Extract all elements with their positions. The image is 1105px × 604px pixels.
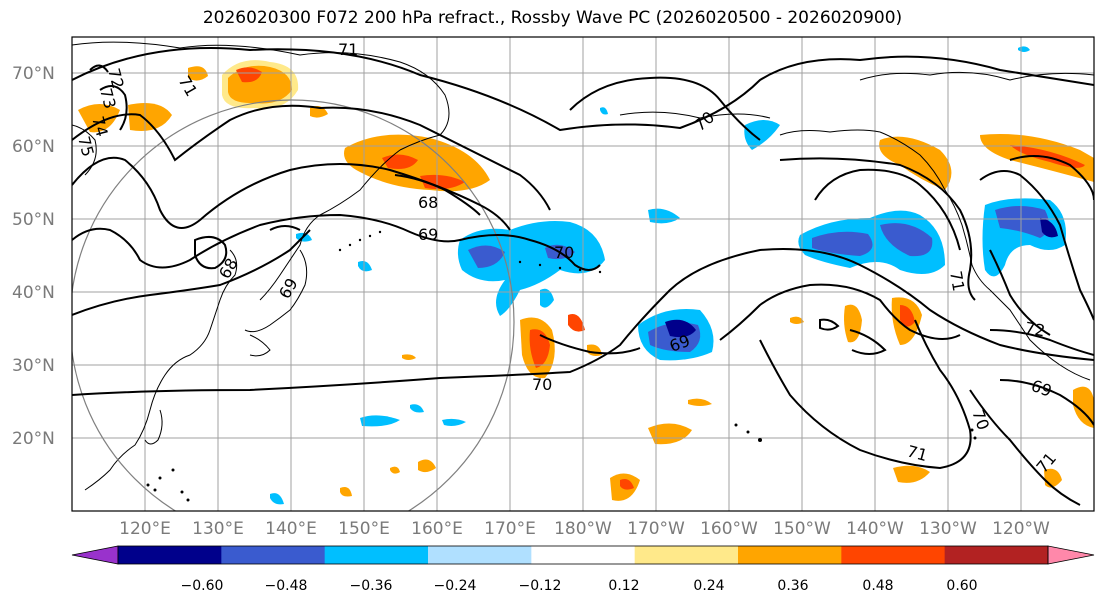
- colorbar-tick-label: 0.36: [777, 578, 808, 594]
- lat-label: 60°N: [12, 137, 55, 157]
- colorbar-tick-label: −0.24: [434, 578, 477, 594]
- contour-label: 70: [554, 243, 574, 262]
- map-frame: [71, 36, 1095, 512]
- contour-label: 72: [1023, 318, 1046, 340]
- great-circle-ring: [72, 99, 515, 511]
- lon-label: 170°W: [627, 519, 685, 539]
- colorbar-swatch: [531, 546, 636, 564]
- colorbar-swatch: [221, 546, 326, 564]
- colorbar-tick-label: −0.36: [350, 578, 393, 594]
- colorbar-tick-label: 0.60: [946, 578, 977, 594]
- lat-label: 70°N: [12, 64, 55, 84]
- colorbar-tick-label: 0.24: [693, 578, 724, 594]
- colorbar-swatch: [118, 546, 222, 564]
- contour-label: 70: [532, 375, 552, 394]
- island-dots: [146, 230, 977, 502]
- lat-label: 20°N: [12, 429, 55, 449]
- lon-label: 170°E: [484, 519, 536, 539]
- lon-label: 130°E: [192, 519, 244, 539]
- colorbar-tick-label: −0.60: [181, 578, 224, 594]
- lon-label: 160°W: [700, 519, 758, 539]
- colorbar-tick-label: 0.12: [608, 578, 639, 594]
- lon-label: 180°W: [554, 519, 612, 539]
- coastlines: [72, 41, 1094, 491]
- colorbar-labels: −0.60 −0.48 −0.36 −0.24 −0.12 0.12 0.24 …: [181, 578, 978, 594]
- colorbar-extend-min: [71, 545, 119, 565]
- contour-label: 71: [905, 442, 930, 466]
- colorbar-extend-max: [1047, 545, 1095, 565]
- latitude-labels: 70°N 60°N 50°N 40°N 30°N 20°N: [12, 64, 55, 449]
- contour-label: 68: [418, 193, 438, 212]
- lon-label: 160°E: [411, 519, 463, 539]
- colorbar-swatch: [841, 546, 946, 564]
- chart-title: 2026020300 F072 200 hPa refract., Rossby…: [202, 8, 903, 28]
- contour-label: 72: [104, 66, 128, 91]
- graticule: [72, 37, 1094, 511]
- colorbar-swatch: [944, 546, 1049, 564]
- colorbar-swatch: [634, 546, 739, 564]
- colorbar-tick-label: −0.12: [519, 578, 562, 594]
- lon-label: 140°E: [265, 519, 317, 539]
- lon-label: 120°E: [119, 519, 171, 539]
- contour-label: 74: [88, 114, 112, 139]
- colorbar-tick-label: −0.48: [265, 578, 308, 594]
- lat-label: 30°N: [12, 356, 55, 376]
- colorbar-swatch: [428, 546, 532, 564]
- longitude-labels: 120°E 130°E 140°E 150°E 160°E 170°E 180°…: [119, 519, 1050, 539]
- contour-label: 71: [946, 269, 968, 292]
- contour-label: 73: [96, 86, 120, 111]
- contour-label: 69: [418, 225, 438, 244]
- colorbar-swatch: [324, 546, 429, 564]
- refractivity-contours: [72, 47, 1094, 506]
- contour-labels: 71 72 73 74 75 71 70 68 69 70 68 69 70 6…: [74, 40, 1060, 477]
- lat-label: 40°N: [12, 283, 55, 303]
- lon-label: 130°W: [919, 519, 977, 539]
- contour-label: 71: [338, 40, 358, 59]
- colorbar: [71, 545, 1095, 565]
- colorbar-swatch: [738, 546, 842, 564]
- lon-label: 150°E: [338, 519, 390, 539]
- lon-label: 150°W: [773, 519, 831, 539]
- lon-label: 120°W: [992, 519, 1050, 539]
- colorbar-tick-label: 0.48: [862, 578, 893, 594]
- contour-label: 75: [74, 134, 98, 159]
- negative-anomaly-areas: [270, 46, 1066, 505]
- lat-label: 50°N: [12, 210, 55, 230]
- colorbar-frame: [117, 545, 1049, 565]
- lon-label: 140°W: [846, 519, 904, 539]
